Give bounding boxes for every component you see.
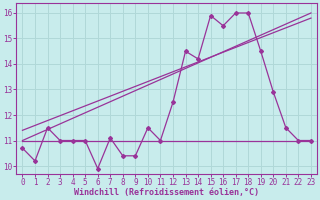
X-axis label: Windchill (Refroidissement éolien,°C): Windchill (Refroidissement éolien,°C) <box>74 188 259 197</box>
